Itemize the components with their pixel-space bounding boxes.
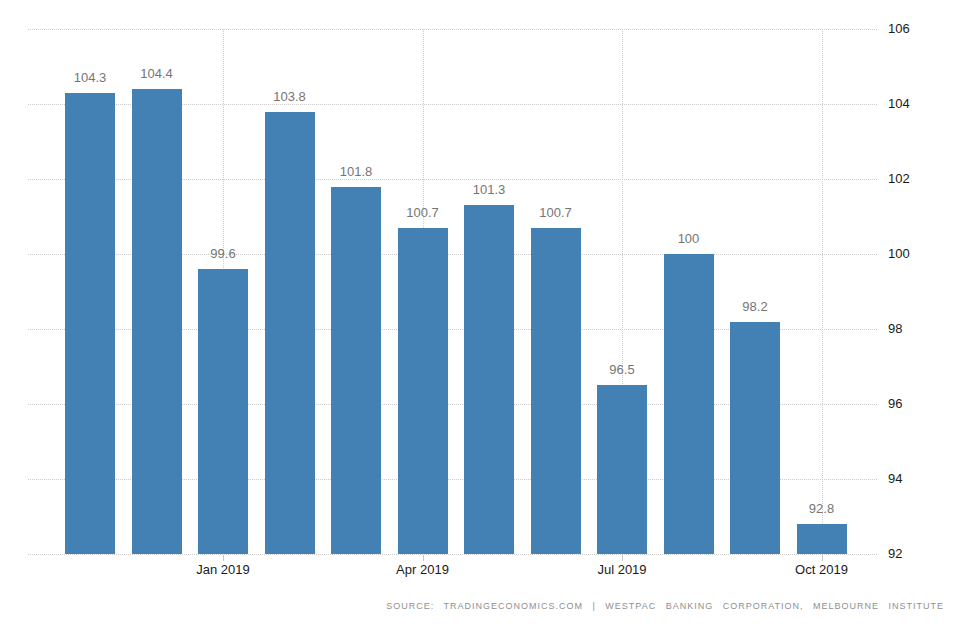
- y-axis-tick-label: 104: [888, 96, 910, 112]
- x-axis-tick-mark: [423, 555, 424, 561]
- bar-value-label: 98.2: [720, 299, 790, 314]
- bar-value-label: 101.3: [454, 182, 524, 197]
- bar: [331, 187, 381, 555]
- x-axis-tick-label: Apr 2019: [378, 562, 468, 578]
- x-axis-tick-mark: [622, 555, 623, 561]
- bar: [464, 205, 514, 554]
- x-gridline: [822, 29, 823, 554]
- bar-value-label: 103.8: [255, 89, 325, 104]
- y-gridline: [28, 29, 877, 30]
- bar-value-label: 104.4: [122, 66, 192, 81]
- bar: [531, 228, 581, 554]
- bar: [398, 228, 448, 554]
- bar: [597, 385, 647, 554]
- bar-value-label: 96.5: [587, 362, 657, 377]
- bar: [730, 322, 780, 555]
- y-axis-tick-label: 96: [888, 396, 902, 412]
- x-axis-tick-mark: [223, 555, 224, 561]
- y-axis-tick-label: 100: [888, 246, 910, 262]
- bar-value-label: 101.8: [321, 164, 391, 179]
- bar: [65, 93, 115, 554]
- y-axis-tick-label: 92: [888, 546, 902, 562]
- y-gridline: [28, 554, 877, 555]
- source-attribution: SOURCE: TRADINGECONOMICS.COM | WESTPAC B…: [386, 601, 944, 611]
- x-axis-tick-label: Jan 2019: [178, 562, 268, 578]
- bar: [132, 89, 182, 554]
- bar-value-label: 99.6: [188, 246, 258, 261]
- x-axis-tick-label: Oct 2019: [777, 562, 867, 578]
- bar: [198, 269, 248, 554]
- y-axis-tick-label: 102: [888, 171, 910, 187]
- bar: [265, 112, 315, 555]
- x-axis-tick-label: Jul 2019: [577, 562, 667, 578]
- x-axis-tick-mark: [822, 555, 823, 561]
- bar: [664, 254, 714, 554]
- bar-value-label: 100.7: [388, 205, 458, 220]
- bar-value-label: 100: [654, 231, 724, 246]
- bar: [797, 524, 847, 554]
- y-axis-tick-label: 94: [888, 471, 902, 487]
- bar-value-label: 100.7: [521, 205, 591, 220]
- y-axis-tick-label: 98: [888, 321, 902, 337]
- bar-value-label: 92.8: [787, 501, 857, 516]
- consumer-sentiment-bar-chart: 106 104 102 100 98 96 94 92 Jan 2019 Apr 2019 Jul …: [0, 0, 954, 636]
- y-axis-tick-label: 106: [888, 21, 910, 37]
- bar-value-label: 104.3: [55, 70, 125, 85]
